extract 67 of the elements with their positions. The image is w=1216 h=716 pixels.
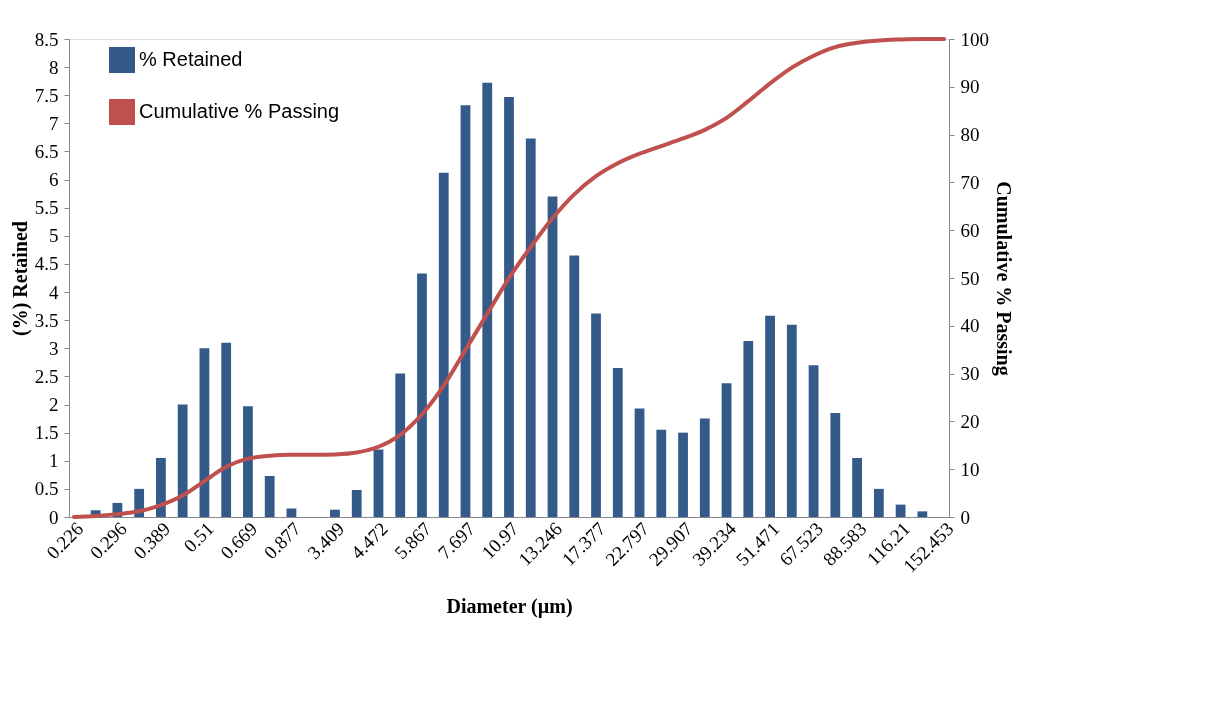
bar	[612, 367, 623, 517]
bar	[656, 429, 667, 517]
y2-tick-label: 40	[960, 315, 980, 337]
bar	[417, 273, 427, 517]
y2-tick-label: 20	[960, 410, 980, 432]
y2-tick-label: 50	[960, 267, 980, 289]
legend-label: % Retained	[139, 48, 243, 70]
y2-tick-label: 10	[960, 458, 980, 480]
bar	[765, 315, 775, 517]
y2-tick-label: 100	[960, 28, 989, 50]
y-tick-label: 7	[49, 112, 59, 134]
y-tick-label: 6	[49, 169, 59, 191]
bar	[569, 255, 580, 517]
bar	[699, 418, 710, 517]
y2-tick-label: 80	[960, 124, 980, 146]
bar	[438, 172, 449, 517]
bar	[482, 82, 493, 517]
bar	[525, 138, 536, 517]
y-tick-label: 8.5	[34, 28, 59, 50]
y2-axis-title: Cumulative % Passing	[992, 181, 1015, 376]
y-tick-label: 2	[49, 394, 59, 416]
bar	[373, 449, 384, 517]
y-tick-label: 7.5	[34, 84, 59, 106]
y-tick-label: 5.5	[34, 197, 59, 219]
bar	[830, 412, 841, 517]
bar	[243, 406, 253, 517]
bar	[634, 408, 645, 517]
x-tick-label: 0.51	[179, 518, 218, 557]
bar	[547, 196, 558, 517]
legend-label: Cumulative % Passing	[139, 100, 340, 122]
bar	[221, 342, 232, 517]
y2-tick-label: 30	[960, 363, 980, 385]
bar	[156, 457, 166, 517]
y-axis-title: (%) Retained	[8, 221, 32, 336]
bar	[395, 373, 406, 517]
y-tick-label: 1.5	[34, 422, 59, 444]
y-tick-label: 3.5	[34, 309, 59, 331]
y-tick-label: 5	[49, 225, 59, 247]
y2-tick-label: 70	[960, 171, 980, 193]
y-tick-label: 3	[49, 337, 59, 359]
bar	[786, 324, 797, 517]
bar	[808, 365, 819, 517]
bar	[264, 475, 275, 517]
y2-tick-label: 60	[960, 219, 980, 241]
y2-tick-label: 90	[960, 76, 980, 98]
bar	[504, 96, 514, 517]
bar	[177, 404, 188, 517]
y-tick-label: 6.5	[34, 140, 59, 162]
y-tick-label: 4	[49, 281, 59, 303]
y-tick-label: 0.5	[34, 478, 59, 500]
y-tick-label: 0	[49, 506, 59, 528]
bar	[721, 383, 732, 517]
bar	[852, 457, 862, 517]
y-tick-label: 8	[49, 56, 59, 78]
bar	[330, 509, 340, 517]
y2-tick-label: 0	[960, 506, 970, 528]
x-axis-title: Diameter (µm)	[446, 594, 573, 618]
y-tick-label: 2.5	[34, 365, 59, 387]
bar	[351, 490, 362, 517]
bar	[743, 340, 754, 517]
bar	[460, 105, 471, 517]
bar	[678, 432, 688, 517]
y-tick-label: 1	[49, 450, 59, 472]
y-tick-label: 4.5	[34, 253, 59, 275]
bar	[591, 313, 601, 517]
bar	[873, 488, 884, 517]
bar	[917, 511, 928, 517]
